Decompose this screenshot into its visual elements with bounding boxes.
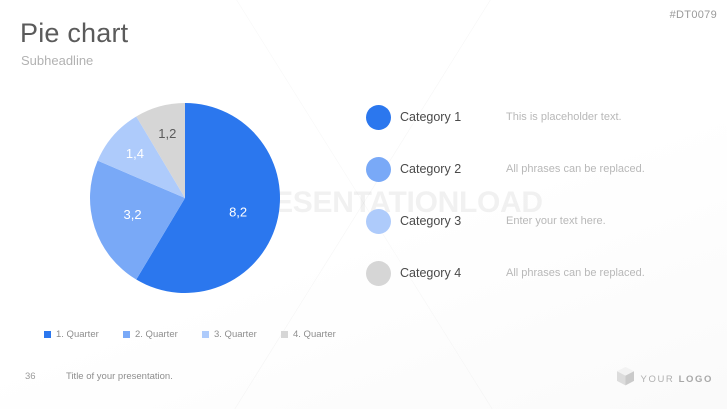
page-subtitle: Subheadline <box>21 53 94 68</box>
quarter-legend-item-2: 2. Quarter <box>123 329 202 340</box>
quarter-color-swatch <box>123 331 130 338</box>
quarter-legend-item-1: 1. Quarter <box>44 329 123 340</box>
legend-color-dot <box>366 209 391 234</box>
legend-item-description: This is placeholder text. <box>506 111 622 123</box>
pie-chart-svg: 8,2 3,2 1,4 1,2 <box>89 103 280 293</box>
pie-slice[interactable] <box>136 103 185 198</box>
logo-text-bold: LOGO <box>678 373 713 385</box>
legend-item-label: Category 4 <box>400 266 462 280</box>
legend-item-description: All phrases can be replaced. <box>506 267 645 279</box>
legend-item-label: Category 2 <box>400 162 462 176</box>
legend-item-category-3[interactable]: Category 3 Enter your text here. <box>366 204 716 256</box>
legend-color-dot <box>366 157 391 182</box>
legend-item-category-4[interactable]: Category 4 All phrases can be replaced. <box>366 256 716 308</box>
pie-slice[interactable] <box>97 116 185 198</box>
legend-item-description: All phrases can be replaced. <box>506 163 645 175</box>
legend-color-dot <box>366 261 391 286</box>
document-id: #DT0079 <box>669 9 717 21</box>
category-legend: Category 1 This is placeholder text. Cat… <box>366 100 716 308</box>
pie-slice[interactable] <box>89 160 185 280</box>
footer-title: Title of your presentation. <box>66 371 173 382</box>
quarter-label: 1. Quarter <box>56 329 99 340</box>
quarter-label: 2. Quarter <box>135 329 178 340</box>
logo-text: YOUR LOGO <box>641 374 713 385</box>
pie-slice-label: 1,2 <box>158 126 176 141</box>
quarter-legend-item-4: 4. Quarter <box>281 329 360 340</box>
legend-item-category-2[interactable]: Category 2 All phrases can be replaced. <box>366 152 716 204</box>
pie-slice-label: 1,4 <box>126 146 144 161</box>
quarter-color-swatch <box>44 331 51 338</box>
pie-slice-label: 3,2 <box>124 207 142 222</box>
legend-item-label: Category 1 <box>400 110 462 124</box>
quarter-color-swatch <box>202 331 209 338</box>
legend-item-description: Enter your text here. <box>506 215 606 227</box>
quarter-legend: 1. Quarter 2. Quarter 3. Quarter 4. Quar… <box>44 329 360 340</box>
page-number: 36 <box>25 371 36 382</box>
pie-chart: 8,2 3,2 1,4 1,2 <box>89 103 280 293</box>
logo-text-light: YOUR <box>640 373 675 385</box>
pie-slice-label: 8,2 <box>229 205 247 220</box>
logo: YOUR LOGO <box>616 367 713 391</box>
page-title: Pie chart <box>20 18 129 48</box>
legend-item-label: Category 3 <box>400 214 462 228</box>
quarter-label: 4. Quarter <box>293 329 336 340</box>
cube-icon <box>616 367 634 391</box>
legend-item-category-1[interactable]: Category 1 This is placeholder text. <box>366 100 716 152</box>
quarter-color-swatch <box>281 331 288 338</box>
quarter-legend-item-3: 3. Quarter <box>202 329 281 340</box>
legend-color-dot <box>366 105 391 130</box>
pie-slice[interactable] <box>136 103 280 293</box>
quarter-label: 3. Quarter <box>214 329 257 340</box>
